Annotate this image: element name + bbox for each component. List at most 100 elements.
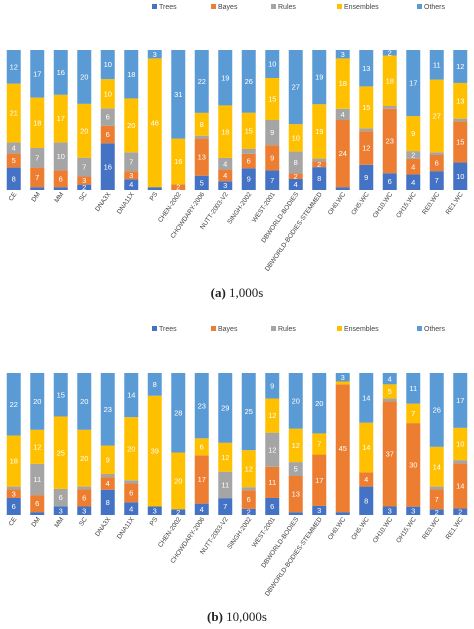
data-label: 10 xyxy=(104,60,112,69)
data-label: 6 xyxy=(59,174,63,183)
bar-segment xyxy=(6,83,21,143)
bar-segment xyxy=(429,50,444,80)
data-label: 23 xyxy=(104,405,112,414)
bar-segment xyxy=(77,486,92,490)
bar-segment xyxy=(359,128,374,132)
data-label: 8 xyxy=(364,496,368,505)
data-label: 9 xyxy=(270,381,274,390)
bar-segment xyxy=(335,50,350,59)
bar-segment xyxy=(194,135,209,139)
data-label: 12 xyxy=(268,445,276,454)
bar-segment xyxy=(53,187,68,190)
bar-segment xyxy=(53,50,68,95)
data-label: 6 xyxy=(129,489,133,498)
data-label: 14 xyxy=(433,462,441,471)
bar-segment xyxy=(241,148,256,154)
data-label: 10 xyxy=(456,172,464,181)
data-label: 11 xyxy=(221,481,229,490)
bar-segment xyxy=(124,152,139,172)
bar-segment xyxy=(265,120,280,146)
bar-segment xyxy=(30,97,45,148)
bar-segment xyxy=(382,398,397,402)
bar-segment xyxy=(406,403,421,424)
bar-segment xyxy=(406,373,421,404)
bar-segment xyxy=(194,138,209,176)
bar-segment xyxy=(124,483,139,503)
bar-segment xyxy=(30,167,45,188)
bar-segment xyxy=(312,50,327,105)
data-label: 14 xyxy=(127,391,135,400)
bar-segment xyxy=(453,427,468,461)
bar-segment xyxy=(6,435,21,487)
category-label: PS xyxy=(149,191,160,203)
bar-segment xyxy=(312,158,327,162)
category-label: RE1.WC xyxy=(445,516,465,541)
data-label: 12 xyxy=(10,62,18,71)
data-label: 29 xyxy=(221,403,229,412)
data-label: 23 xyxy=(386,137,394,146)
bar-segment xyxy=(241,450,256,488)
data-label: 20 xyxy=(315,399,323,408)
bar-segment xyxy=(429,171,444,190)
data-label: 4 xyxy=(200,505,204,514)
data-label: 13 xyxy=(198,153,206,162)
data-label: 17 xyxy=(315,476,323,485)
category-label: OH0.WC xyxy=(327,191,348,217)
data-label: 4 xyxy=(12,144,16,153)
bar-segment xyxy=(265,398,280,433)
data-label: 20 xyxy=(174,477,182,486)
data-label: 18 xyxy=(386,76,394,85)
data-label: 6 xyxy=(12,502,16,511)
data-label: 2 xyxy=(411,151,415,160)
bar-segment xyxy=(218,442,233,472)
data-label: 7 xyxy=(35,173,39,182)
data-label: 12 xyxy=(33,442,41,451)
bar-segment xyxy=(194,175,209,190)
bar-segment xyxy=(124,179,139,190)
legend: Trees Bayes Rules Ensembles Others xyxy=(152,326,446,333)
bar-segment xyxy=(335,187,350,190)
data-label: 26 xyxy=(245,77,253,86)
bar-segment xyxy=(30,512,45,515)
data-label: 16 xyxy=(57,68,65,77)
bar-segment xyxy=(124,50,139,99)
bar-segment xyxy=(312,454,327,506)
category-label: DNA11X xyxy=(116,516,136,541)
data-label: 15 xyxy=(245,126,253,135)
data-label: 17 xyxy=(456,396,464,405)
bar-segment xyxy=(335,381,350,385)
bar-segment xyxy=(429,155,444,172)
bar-segment xyxy=(77,157,92,177)
data-label: 4 xyxy=(294,180,298,189)
category-label: RE1.WC xyxy=(445,191,465,216)
bar-segment xyxy=(265,373,280,399)
bar-segment xyxy=(53,94,68,143)
data-label: 16 xyxy=(174,157,182,166)
data-label: 4 xyxy=(411,178,415,187)
bar-segment xyxy=(147,506,162,515)
data-label: 7 xyxy=(435,176,439,185)
data-label: 13 xyxy=(456,96,464,105)
data-label: 17 xyxy=(57,114,65,123)
bar-segment xyxy=(429,79,444,153)
bar-segment xyxy=(218,181,233,190)
caption-b-text: 10,000s xyxy=(226,609,267,624)
bar-segment xyxy=(359,131,374,165)
data-label: 6 xyxy=(247,157,251,166)
bar-segment xyxy=(171,509,186,515)
data-label: 20 xyxy=(127,444,135,453)
data-label: 6 xyxy=(200,442,204,451)
data-label: 13 xyxy=(292,490,300,499)
bar-segment xyxy=(100,108,115,126)
bar-segment xyxy=(453,50,468,83)
data-label: 7 xyxy=(82,163,86,172)
bar-segment xyxy=(241,508,256,515)
data-label: 6 xyxy=(59,493,63,502)
bar-segment xyxy=(241,487,256,491)
data-label: 30 xyxy=(409,460,417,469)
bar-segment xyxy=(312,104,327,159)
bar-segment xyxy=(265,497,280,515)
bar-segment xyxy=(406,506,421,515)
bar-segment xyxy=(429,486,444,490)
